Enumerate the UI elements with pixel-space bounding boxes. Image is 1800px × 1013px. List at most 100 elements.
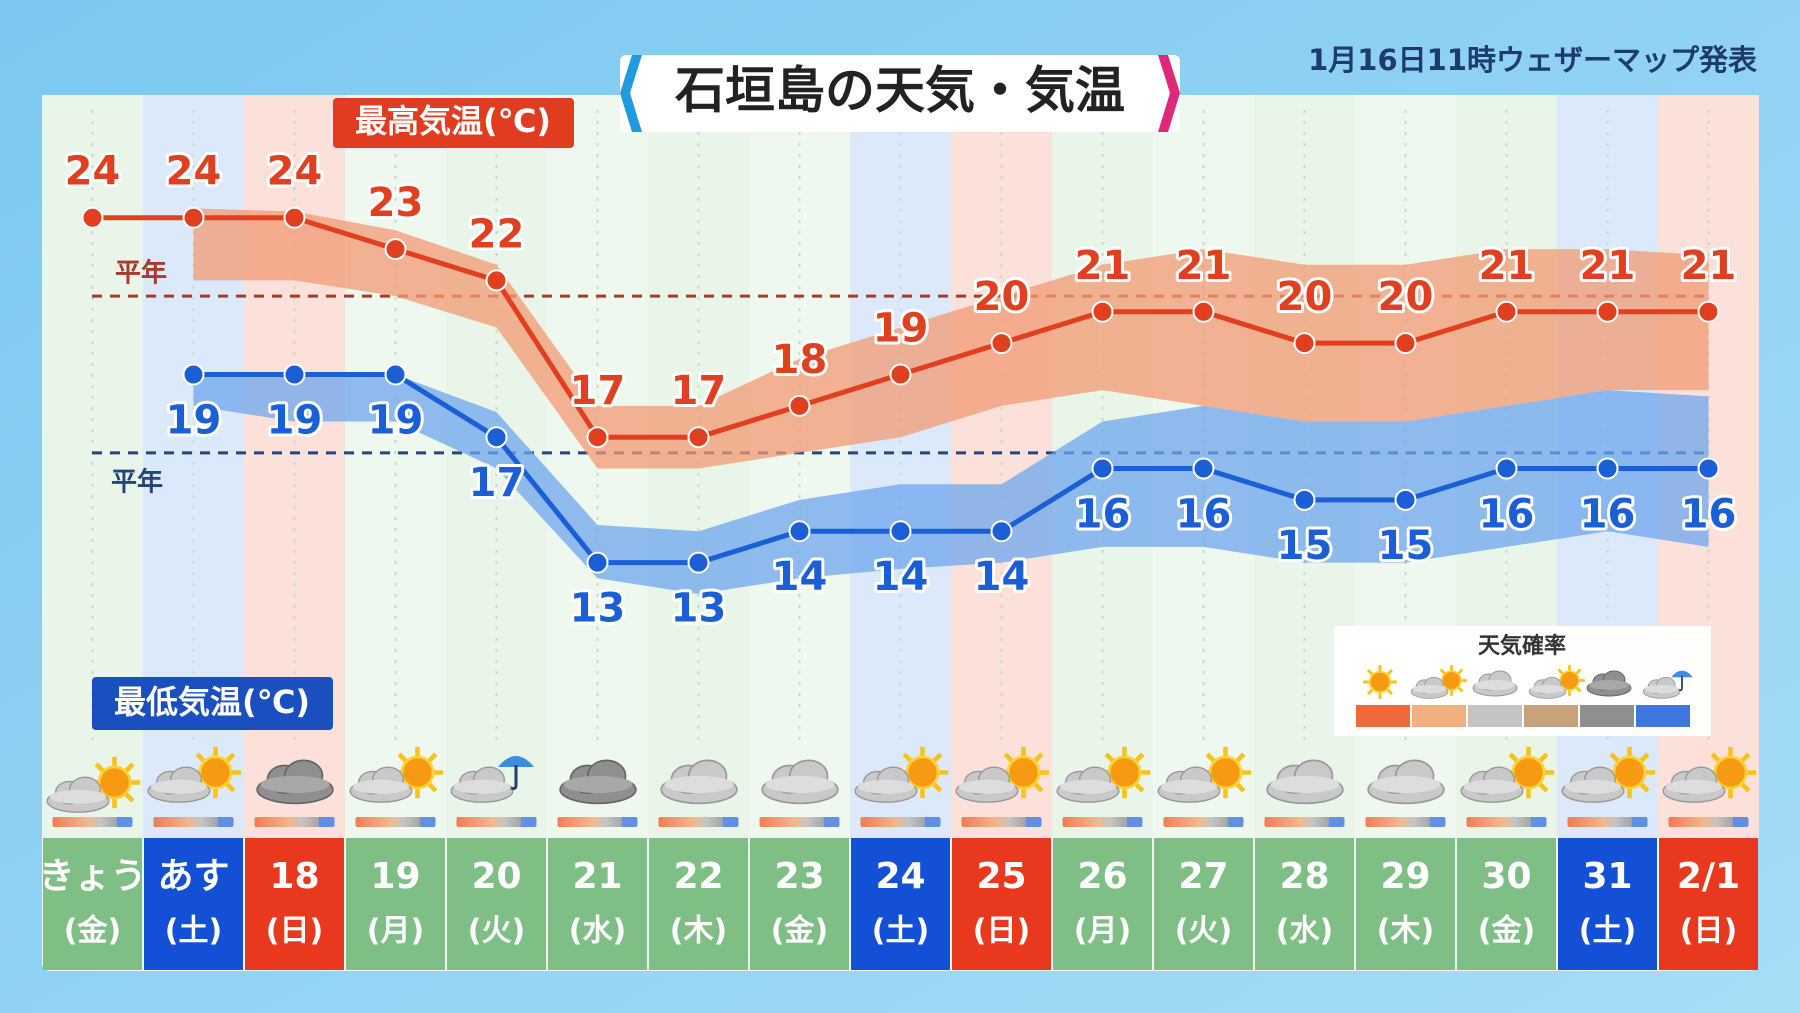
value-label: 16: [1176, 492, 1232, 538]
date-cell: [851, 838, 950, 970]
column-bg: [850, 95, 951, 838]
value-label: 19: [166, 397, 222, 443]
date-label: 26: [1077, 856, 1127, 897]
date-cell: [447, 838, 546, 970]
prob-bar: [1062, 817, 1143, 827]
value-label: 13: [671, 586, 727, 632]
point: [687, 426, 710, 449]
value-label: 17: [469, 460, 525, 506]
weekday-label: (水): [569, 914, 626, 949]
prob-bar: [153, 817, 234, 827]
date-label: 28: [1279, 856, 1329, 897]
value-label: 18: [772, 337, 828, 383]
value-label: 19: [873, 305, 929, 351]
point: [81, 206, 104, 229]
value-label: 21: [1479, 243, 1535, 289]
date-label: 31: [1582, 856, 1632, 897]
weekday-label: (土): [1579, 914, 1636, 949]
prob-bar: [1365, 817, 1446, 827]
weekday-label: (月): [367, 914, 424, 949]
weekday-label: (月): [1074, 914, 1131, 949]
point: [1091, 300, 1114, 323]
prob-bar: [557, 817, 638, 827]
value-label: 24: [166, 149, 222, 195]
prob-bar: [254, 817, 335, 827]
legend-title: 天気確率: [1478, 633, 1566, 659]
date-label: 29: [1380, 856, 1430, 897]
point: [384, 238, 407, 261]
point: [1495, 300, 1518, 323]
point: [485, 426, 508, 449]
weekday-label: (金): [1478, 914, 1535, 949]
point: [889, 520, 912, 543]
value-label: 24: [267, 149, 323, 195]
weekday-label: (水): [1276, 914, 1333, 949]
date-cell: [144, 838, 243, 970]
range-band: [193, 208, 1709, 469]
value-label: 23: [368, 180, 424, 226]
point: [1495, 457, 1518, 480]
issued: 1月16日11時ウェザーマップ発表: [1308, 43, 1757, 77]
point: [1697, 300, 1720, 323]
normal-label: 平年: [111, 466, 163, 497]
date-label: 21: [572, 856, 622, 897]
date-label: 25: [976, 856, 1026, 897]
date-label: あす: [157, 856, 229, 897]
date-cell: [245, 838, 344, 970]
point: [788, 520, 811, 543]
value-label: 16: [1479, 492, 1535, 538]
prob-bar: [961, 817, 1042, 827]
weekday-label: (木): [1377, 914, 1434, 949]
weekday-label: (火): [468, 914, 525, 949]
value-label: 24: [65, 149, 121, 195]
value-label: 17: [570, 368, 626, 414]
high-label-box: [333, 98, 574, 148]
date-cell: [1356, 838, 1455, 970]
weekday-label: (日): [1680, 914, 1737, 949]
value-label: 16: [1075, 492, 1131, 538]
point: [1697, 457, 1720, 480]
prob-bar: [860, 817, 941, 827]
point: [384, 363, 407, 386]
point: [1293, 332, 1316, 355]
range-band: [193, 374, 1709, 594]
column-bg: [749, 95, 850, 838]
point: [485, 269, 508, 292]
value-label: 14: [873, 554, 929, 600]
date-cell: [346, 838, 445, 970]
point: [182, 363, 205, 386]
prob-bar: [52, 817, 133, 827]
date-label: 2/1: [1677, 856, 1740, 897]
date-label: 22: [673, 856, 723, 897]
value-label: 22: [469, 211, 525, 257]
date-label: 20: [471, 856, 521, 897]
date-cell: [952, 838, 1051, 970]
point: [1596, 457, 1619, 480]
value-label: 14: [974, 554, 1030, 600]
low-label-box: [92, 677, 333, 730]
weekday-label: (日): [266, 914, 323, 949]
date-label: 30: [1481, 856, 1531, 897]
date-cell: [1457, 838, 1556, 970]
weekday-label: (日): [973, 914, 1030, 949]
weekday-label: (火): [1175, 914, 1232, 949]
value-label: 20: [1277, 274, 1333, 320]
point: [586, 551, 609, 574]
legend: 天気確率: [1334, 626, 1711, 736]
point: [1192, 300, 1215, 323]
value-label: 17: [671, 368, 727, 414]
value-label: 20: [1378, 274, 1434, 320]
date-cell: [43, 838, 142, 970]
date-label: 27: [1178, 856, 1228, 897]
value-label: 15: [1378, 523, 1434, 569]
point: [1394, 488, 1417, 511]
date-label: 18: [269, 856, 319, 897]
prob-bar: [759, 817, 840, 827]
point: [889, 363, 912, 386]
point: [687, 551, 710, 574]
point: [1293, 488, 1316, 511]
point: [990, 332, 1013, 355]
value-label: 21: [1681, 243, 1737, 289]
